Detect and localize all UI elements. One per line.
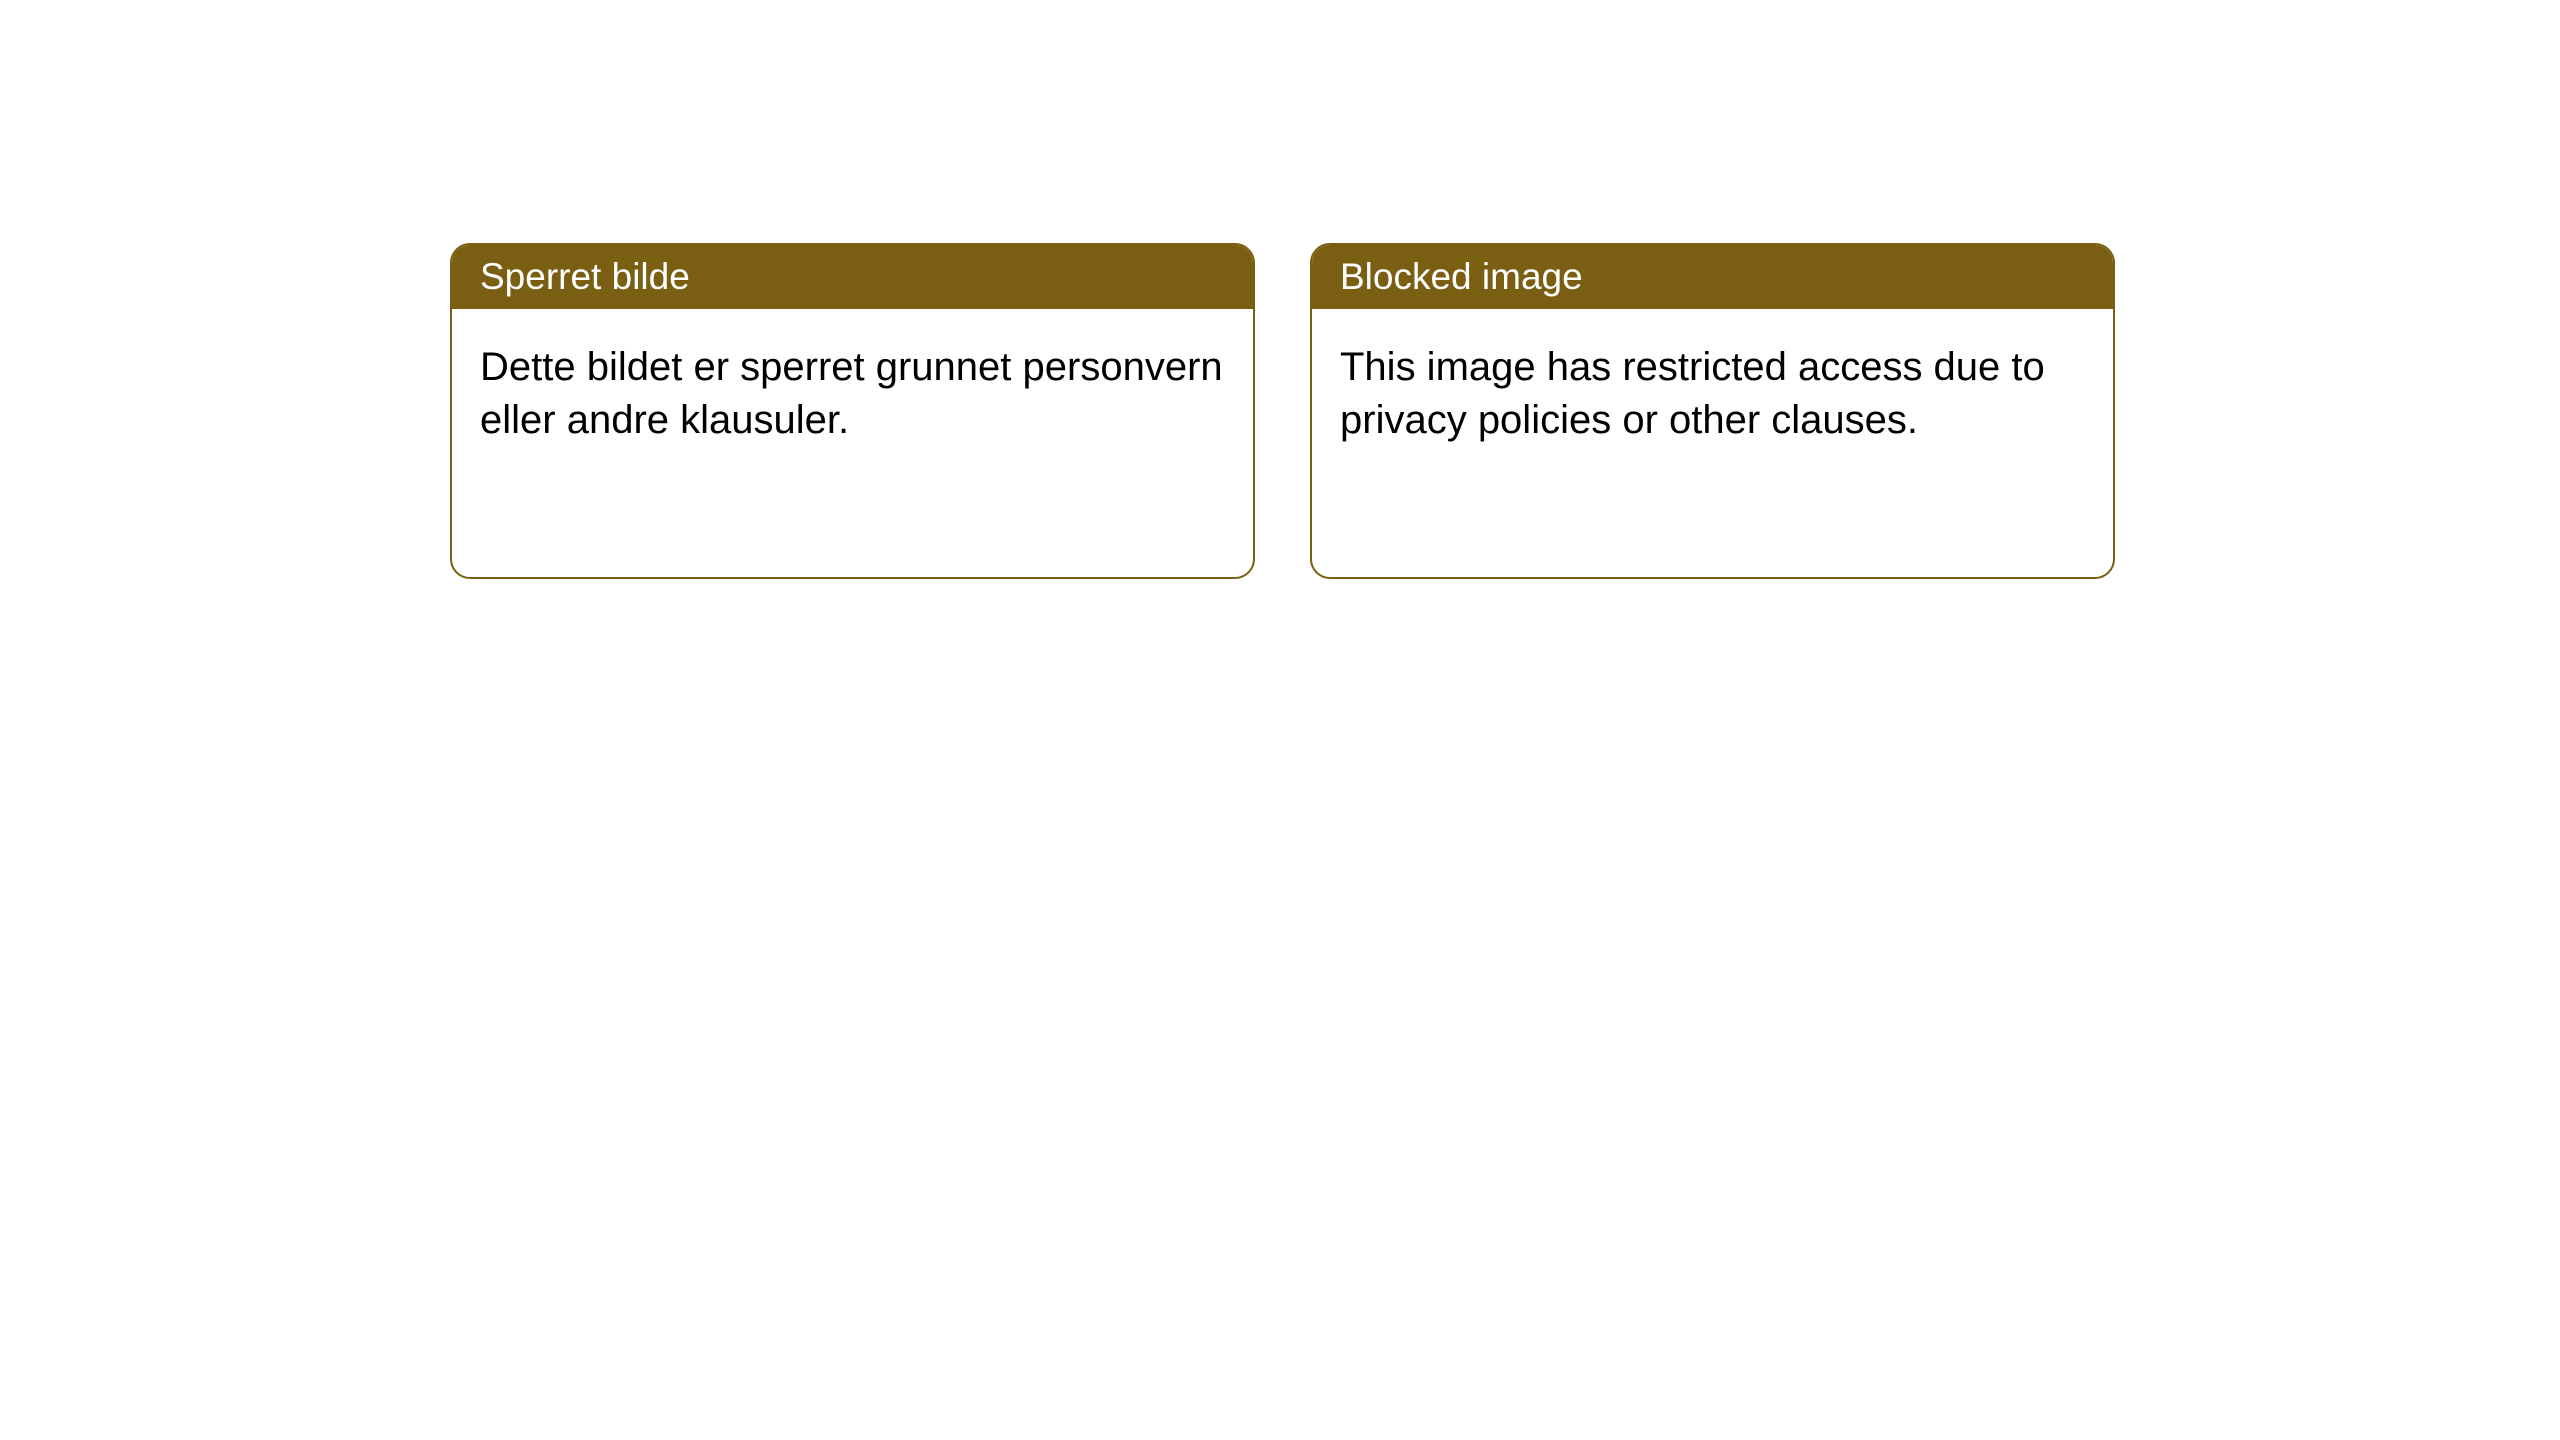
blocked-image-cards: Sperret bilde Dette bildet er sperret gr… <box>450 243 2115 579</box>
card-header: Blocked image <box>1312 245 2113 309</box>
blocked-image-card-no: Sperret bilde Dette bildet er sperret gr… <box>450 243 1255 579</box>
card-body: Dette bildet er sperret grunnet personve… <box>452 309 1253 479</box>
card-body: This image has restricted access due to … <box>1312 309 2113 479</box>
card-header: Sperret bilde <box>452 245 1253 309</box>
blocked-image-card-en: Blocked image This image has restricted … <box>1310 243 2115 579</box>
